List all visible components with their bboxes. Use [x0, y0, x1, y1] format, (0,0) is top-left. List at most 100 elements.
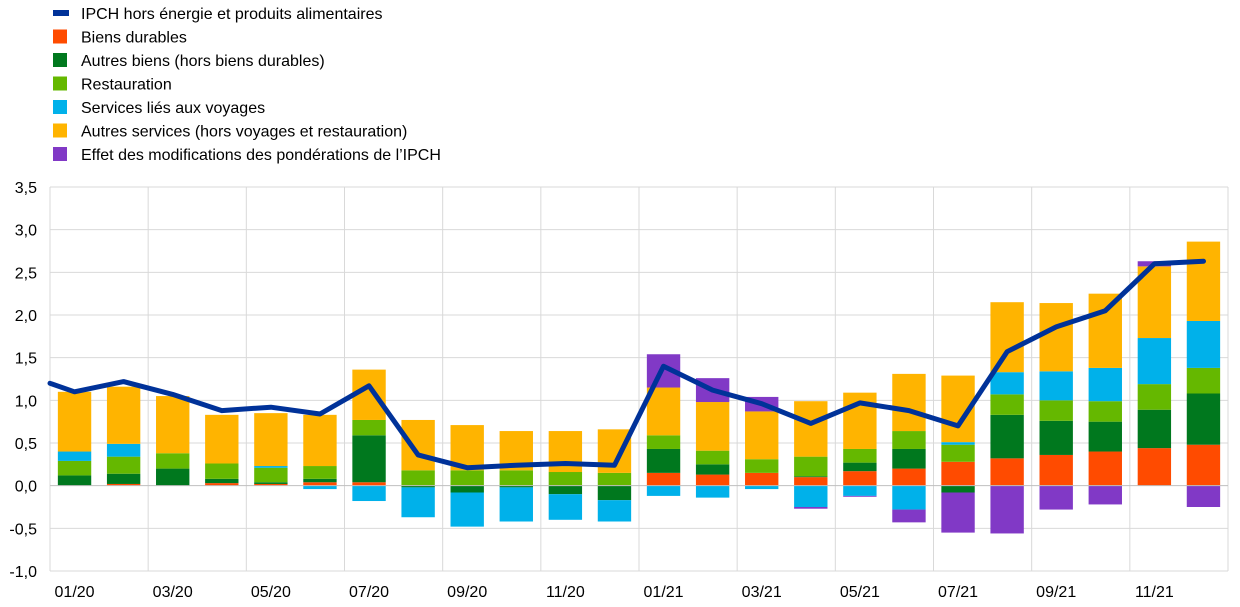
x-tick-label: 05/21: [840, 584, 880, 601]
bar-segment: [57, 460, 92, 476]
bar-segment: [1039, 454, 1073, 486]
x-tick-label: 07/20: [349, 584, 389, 601]
bar-segment: [794, 507, 828, 509]
bar-segment: [990, 394, 1024, 415]
bar-segment: [941, 442, 975, 445]
bar-segment: [352, 435, 386, 483]
bar-segment: [1088, 401, 1122, 422]
x-tick-label: 05/20: [251, 584, 291, 601]
legend-label: Services liés aux voyages: [81, 100, 265, 117]
bar-segment: [156, 468, 190, 486]
legend-item: Autres biens (hors biens durables): [53, 53, 325, 70]
bar-segment: [1039, 420, 1073, 455]
bar-segment: [1039, 303, 1073, 372]
bar-segment: [941, 444, 975, 462]
bar-segment: [303, 478, 337, 483]
bar-segment: [499, 470, 533, 486]
y-tick-label: 0,0: [15, 479, 37, 496]
bar-segment: [499, 485, 533, 488]
bar-segment: [745, 485, 779, 490]
y-tick-label: -1,0: [9, 564, 37, 581]
legend-label: Autres biens (hors biens durables): [81, 53, 325, 70]
bar-segment: [254, 483, 288, 486]
bar-segment: [401, 487, 435, 518]
bar-segment: [106, 456, 141, 474]
bar-segment: [1137, 384, 1172, 410]
bar-segment: [1186, 367, 1221, 394]
legend-swatch: [53, 100, 67, 114]
bar-segment: [1088, 421, 1122, 452]
legend-swatch: [53, 29, 67, 44]
bar-segment: [941, 461, 975, 486]
bar-segment: [597, 485, 632, 501]
bar-segment: [1137, 266, 1172, 339]
bar-segment: [156, 396, 190, 454]
bar-segment: [941, 485, 975, 493]
bar-segment: [843, 462, 877, 472]
bar-segment: [254, 413, 288, 467]
y-tick-label: 3,5: [15, 180, 37, 197]
bar-segment: [499, 487, 533, 522]
bar-segment: [794, 485, 828, 507]
y-tick-label: 0,5: [15, 436, 37, 453]
line-series: [47, 258, 1206, 471]
bar-segment: [254, 467, 288, 483]
bar-segment: [794, 476, 828, 478]
y-tick-label: 3,0: [15, 223, 37, 240]
bar-segment: [745, 472, 779, 486]
legend-label: Autres services (hors voyages et restaur…: [81, 124, 407, 141]
bar-segment: [106, 443, 141, 457]
bar-segment: [1186, 241, 1221, 321]
x-tick-label: 11/20: [546, 584, 585, 601]
y-tick-label: 1,5: [15, 351, 37, 368]
bar-segment: [1137, 409, 1172, 449]
bars: [57, 241, 1221, 534]
bar-segment: [106, 473, 141, 484]
bar-segment: [990, 302, 1024, 373]
x-tick-label: 01/20: [55, 584, 95, 601]
bar-segment: [401, 485, 435, 488]
x-tick-label: 09/20: [447, 584, 487, 601]
bar-segment: [892, 431, 926, 449]
legend-label: IPCH hors énergie et produits alimentair…: [81, 6, 382, 23]
bar-segment: [646, 387, 681, 436]
legend-item: Restauration: [53, 76, 172, 94]
bar-segment: [843, 471, 877, 486]
legend-label: Biens durables: [81, 30, 187, 47]
legend-label: Effet des modifications des pondérations…: [81, 147, 441, 164]
ipch-core-line: [47, 258, 1206, 471]
bar-segment: [548, 485, 583, 495]
bar-segment: [1088, 451, 1122, 486]
bar-segment: [254, 482, 288, 484]
bar-segment: [106, 386, 141, 444]
bar-segment: [1039, 485, 1073, 510]
bar-segment: [57, 451, 92, 461]
bar-segment: [1039, 371, 1073, 401]
legend-swatch: [53, 53, 67, 67]
bar-segment: [695, 474, 730, 486]
bar-segment: [794, 477, 828, 486]
y-tick-label: 2,5: [15, 265, 37, 282]
bar-segment: [450, 485, 484, 493]
bar-segment: [303, 482, 337, 486]
bar-segment: [57, 391, 92, 452]
x-tick-label: 03/20: [153, 584, 193, 601]
bar-segment: [548, 494, 583, 520]
bar-segment: [843, 495, 877, 497]
bar-segment: [695, 450, 730, 465]
bar-segment: [745, 411, 779, 460]
bar-segment: [646, 448, 681, 473]
bar-segment: [205, 463, 239, 479]
legend-swatch: [53, 147, 67, 161]
x-tick-label: 03/21: [742, 584, 782, 601]
bar-segment: [1088, 485, 1122, 505]
bar-segment: [1088, 367, 1122, 402]
legend-swatch: [53, 123, 67, 138]
bar-segment: [1137, 338, 1172, 385]
bar-segment: [303, 414, 337, 467]
legend-swatch: [53, 76, 67, 91]
bar-segment: [794, 456, 828, 477]
bar-segment: [106, 483, 141, 486]
bar-segment: [745, 459, 779, 473]
